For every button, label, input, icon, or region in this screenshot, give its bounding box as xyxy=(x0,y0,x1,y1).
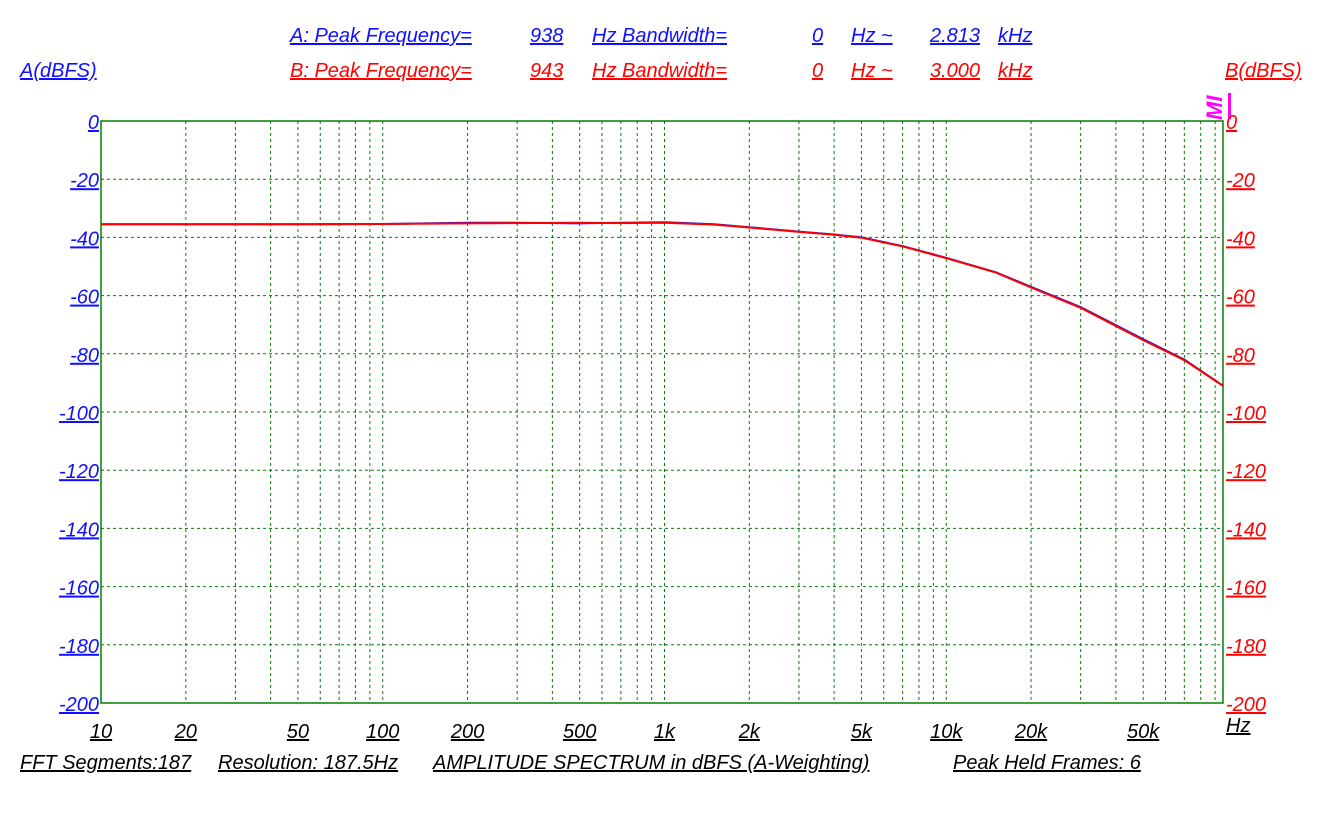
series-a-peak-value: 938 xyxy=(530,25,563,47)
series-b-khz-unit: kHz xyxy=(998,60,1032,82)
marker-text: MI xyxy=(1202,95,1227,120)
y-tick-label-right: -80 xyxy=(1226,345,1255,367)
y-tick-label-right: -40 xyxy=(1226,228,1255,250)
y-tick-label-right: -100 xyxy=(1226,403,1266,425)
x-tick-label: 2k xyxy=(738,721,761,743)
series-b-bandwidth-high: 3.000 xyxy=(930,60,980,82)
resolution: Resolution: 187.5Hz xyxy=(218,752,398,774)
series-a-hz-tilde: Hz ~ xyxy=(851,25,893,47)
left-y-ticks: 0 -20 -40 -60 -80 -100 -120 -140 -160 -180 -200 xyxy=(59,112,99,716)
series-b-bandwidth-low: 0 xyxy=(812,60,823,82)
series-a-bandwidth-label: Hz Bandwidth= xyxy=(592,25,727,47)
grid-lines xyxy=(101,121,1223,703)
y-tick-label-left: -160 xyxy=(59,578,99,600)
y-tick-label-right: -60 xyxy=(1226,287,1255,309)
series-a-bandwidth-high: 2.813 xyxy=(929,25,980,47)
x-tick-label: 5k xyxy=(851,721,873,743)
series-a-bandwidth-low: 0 xyxy=(812,25,823,47)
x-tick-label: 10 xyxy=(90,721,112,743)
x-tick-label: 200 xyxy=(450,721,484,743)
series-line-b xyxy=(101,221,1224,387)
y-tick-label-right: -180 xyxy=(1226,636,1266,658)
y-tick-label-left: -80 xyxy=(70,345,99,367)
x-tick-label: 50k xyxy=(1127,721,1160,743)
y-tick-label-right: -140 xyxy=(1226,519,1266,541)
y-tick-label-left: -40 xyxy=(70,228,99,250)
y-tick-label-right: -20 xyxy=(1226,170,1255,192)
right-axis-title: B(dBFS) xyxy=(1225,60,1302,82)
series-a-khz-unit: kHz xyxy=(998,25,1032,47)
fft-segments: FFT Segments:187 xyxy=(20,752,192,774)
x-tick-label: 100 xyxy=(366,721,399,743)
series-b-bandwidth-label: Hz Bandwidth= xyxy=(592,60,727,82)
series-line-a xyxy=(101,221,1224,387)
series-a-peak-label: A: Peak Frequency= xyxy=(289,25,472,47)
x-tick-label: 10k xyxy=(930,721,963,743)
y-tick-label-left: -100 xyxy=(59,403,99,425)
x-ticks: 10 20 50 100 200 500 1k 2k 5k 10k 20k 50k xyxy=(90,721,1160,743)
left-axis-title: A(dBFS) xyxy=(19,60,97,82)
peak-held-frames: Peak Held Frames: 6 xyxy=(953,752,1142,774)
y-tick-label-right: 0 xyxy=(1226,112,1237,134)
y-tick-label-left: -180 xyxy=(59,636,99,658)
y-tick-label-left: -60 xyxy=(70,287,99,309)
x-tick-label: 20 xyxy=(174,721,197,743)
series-b-peak-value: 943 xyxy=(530,60,563,82)
y-tick-label-left: 0 xyxy=(88,112,99,134)
y-tick-label-right: -200 xyxy=(1226,694,1266,716)
y-tick-label-left: -20 xyxy=(70,170,99,192)
x-axis-unit: Hz xyxy=(1226,715,1250,737)
marker-icon: MI xyxy=(1202,93,1231,120)
y-tick-label-left: -140 xyxy=(59,519,99,541)
x-tick-label: 50 xyxy=(287,721,309,743)
chart-title: AMPLITUDE SPECTRUM in dBFS (A-Weighting) xyxy=(432,752,869,774)
x-tick-label: 1k xyxy=(654,721,676,743)
series-b-peak-label: B: Peak Frequency= xyxy=(290,60,472,82)
y-tick-label-left: -120 xyxy=(59,461,99,483)
y-tick-label-right: -120 xyxy=(1226,461,1266,483)
right-y-ticks: 0 -20 -40 -60 -80 -100 -120 -140 -160 -180 -200 xyxy=(1226,112,1266,716)
y-tick-label-left: -200 xyxy=(59,694,99,716)
y-tick-label-right: -160 xyxy=(1226,578,1266,600)
x-tick-label: 500 xyxy=(563,721,596,743)
series-lines xyxy=(101,221,1224,387)
marker-bar xyxy=(1228,93,1231,119)
x-tick-label: 20k xyxy=(1014,721,1048,743)
series-b-hz-tilde: Hz ~ xyxy=(851,60,893,82)
